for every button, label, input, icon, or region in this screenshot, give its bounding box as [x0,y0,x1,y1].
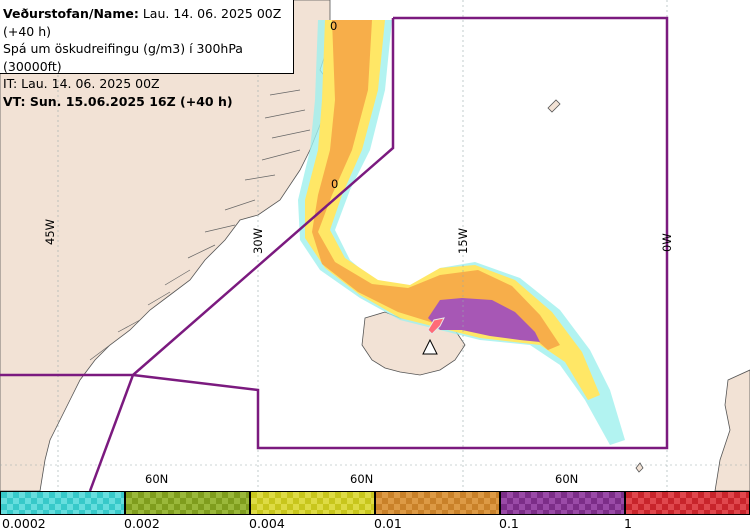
issuer-time: Lau. 14. 06. 2025 00Z (+40 h) [3,6,282,39]
legend-swatch-1 [125,491,250,515]
contour-label-mid: 0 [331,177,338,191]
legend-swatch-5 [625,491,750,515]
map-canvas: 45W 30W 15W 0W 60N 60N 60N 0 0 [0,0,750,491]
legend-tick-2: 0.004 [249,516,285,531]
legend-swatch-4 [500,491,625,515]
ash-band-orange [312,20,560,350]
norway-land [714,369,750,491]
fjord-lines [89,89,311,361]
ash-band-purple [428,298,540,342]
lat-label-60n-b: 60N [350,472,373,486]
legend-tick-4: 0.1 [499,516,519,531]
legend-tick-1: 0.002 [124,516,160,531]
valid-time: VT: Sun. 15.06.2025 16Z (+40 h) [3,93,233,109]
contour-label-top: 0 [330,19,337,33]
volcano-marker [422,338,438,355]
issuer-label: Veðurstofan/Name: [3,6,139,21]
legend-swatch-2 [250,491,375,515]
legend-tick-3: 0.01 [374,516,402,531]
advisory-boundary [0,16,669,491]
lon-label-0w: 0W [660,233,674,252]
lon-label-15w: 15W [456,228,470,254]
legend-tick-0: 0.0002 [2,516,46,531]
forecast-info-box: Veðurstofan/Name: Lau. 14. 06. 2025 00Z … [0,0,294,109]
ash-band-red [427,317,445,335]
forecast-description: Spá um öskudreifingu (g/m3) í 300hPa (30… [3,41,243,74]
issue-time: IT: Lau. 14. 06. 2025 00Z [3,76,160,91]
concentration-legend: 0.0002 0.002 0.004 0.01 0.1 1 [0,491,750,532]
lat-label-60n-c: 60N [555,472,578,486]
legend-swatch-0 [0,491,125,515]
lon-label-45w: 45W [43,219,57,245]
legend-swatch-3 [375,491,500,515]
jan-mayen-islet [547,99,561,113]
lat-label-60n-a: 60N [145,472,168,486]
ash-plume [298,20,625,445]
issuer-line: Veðurstofan/Name: Lau. 14. 06. 2025 00Z … [3,5,293,40]
legend-tick-5: 1 [624,516,632,531]
lon-label-30w: 30W [251,228,265,254]
